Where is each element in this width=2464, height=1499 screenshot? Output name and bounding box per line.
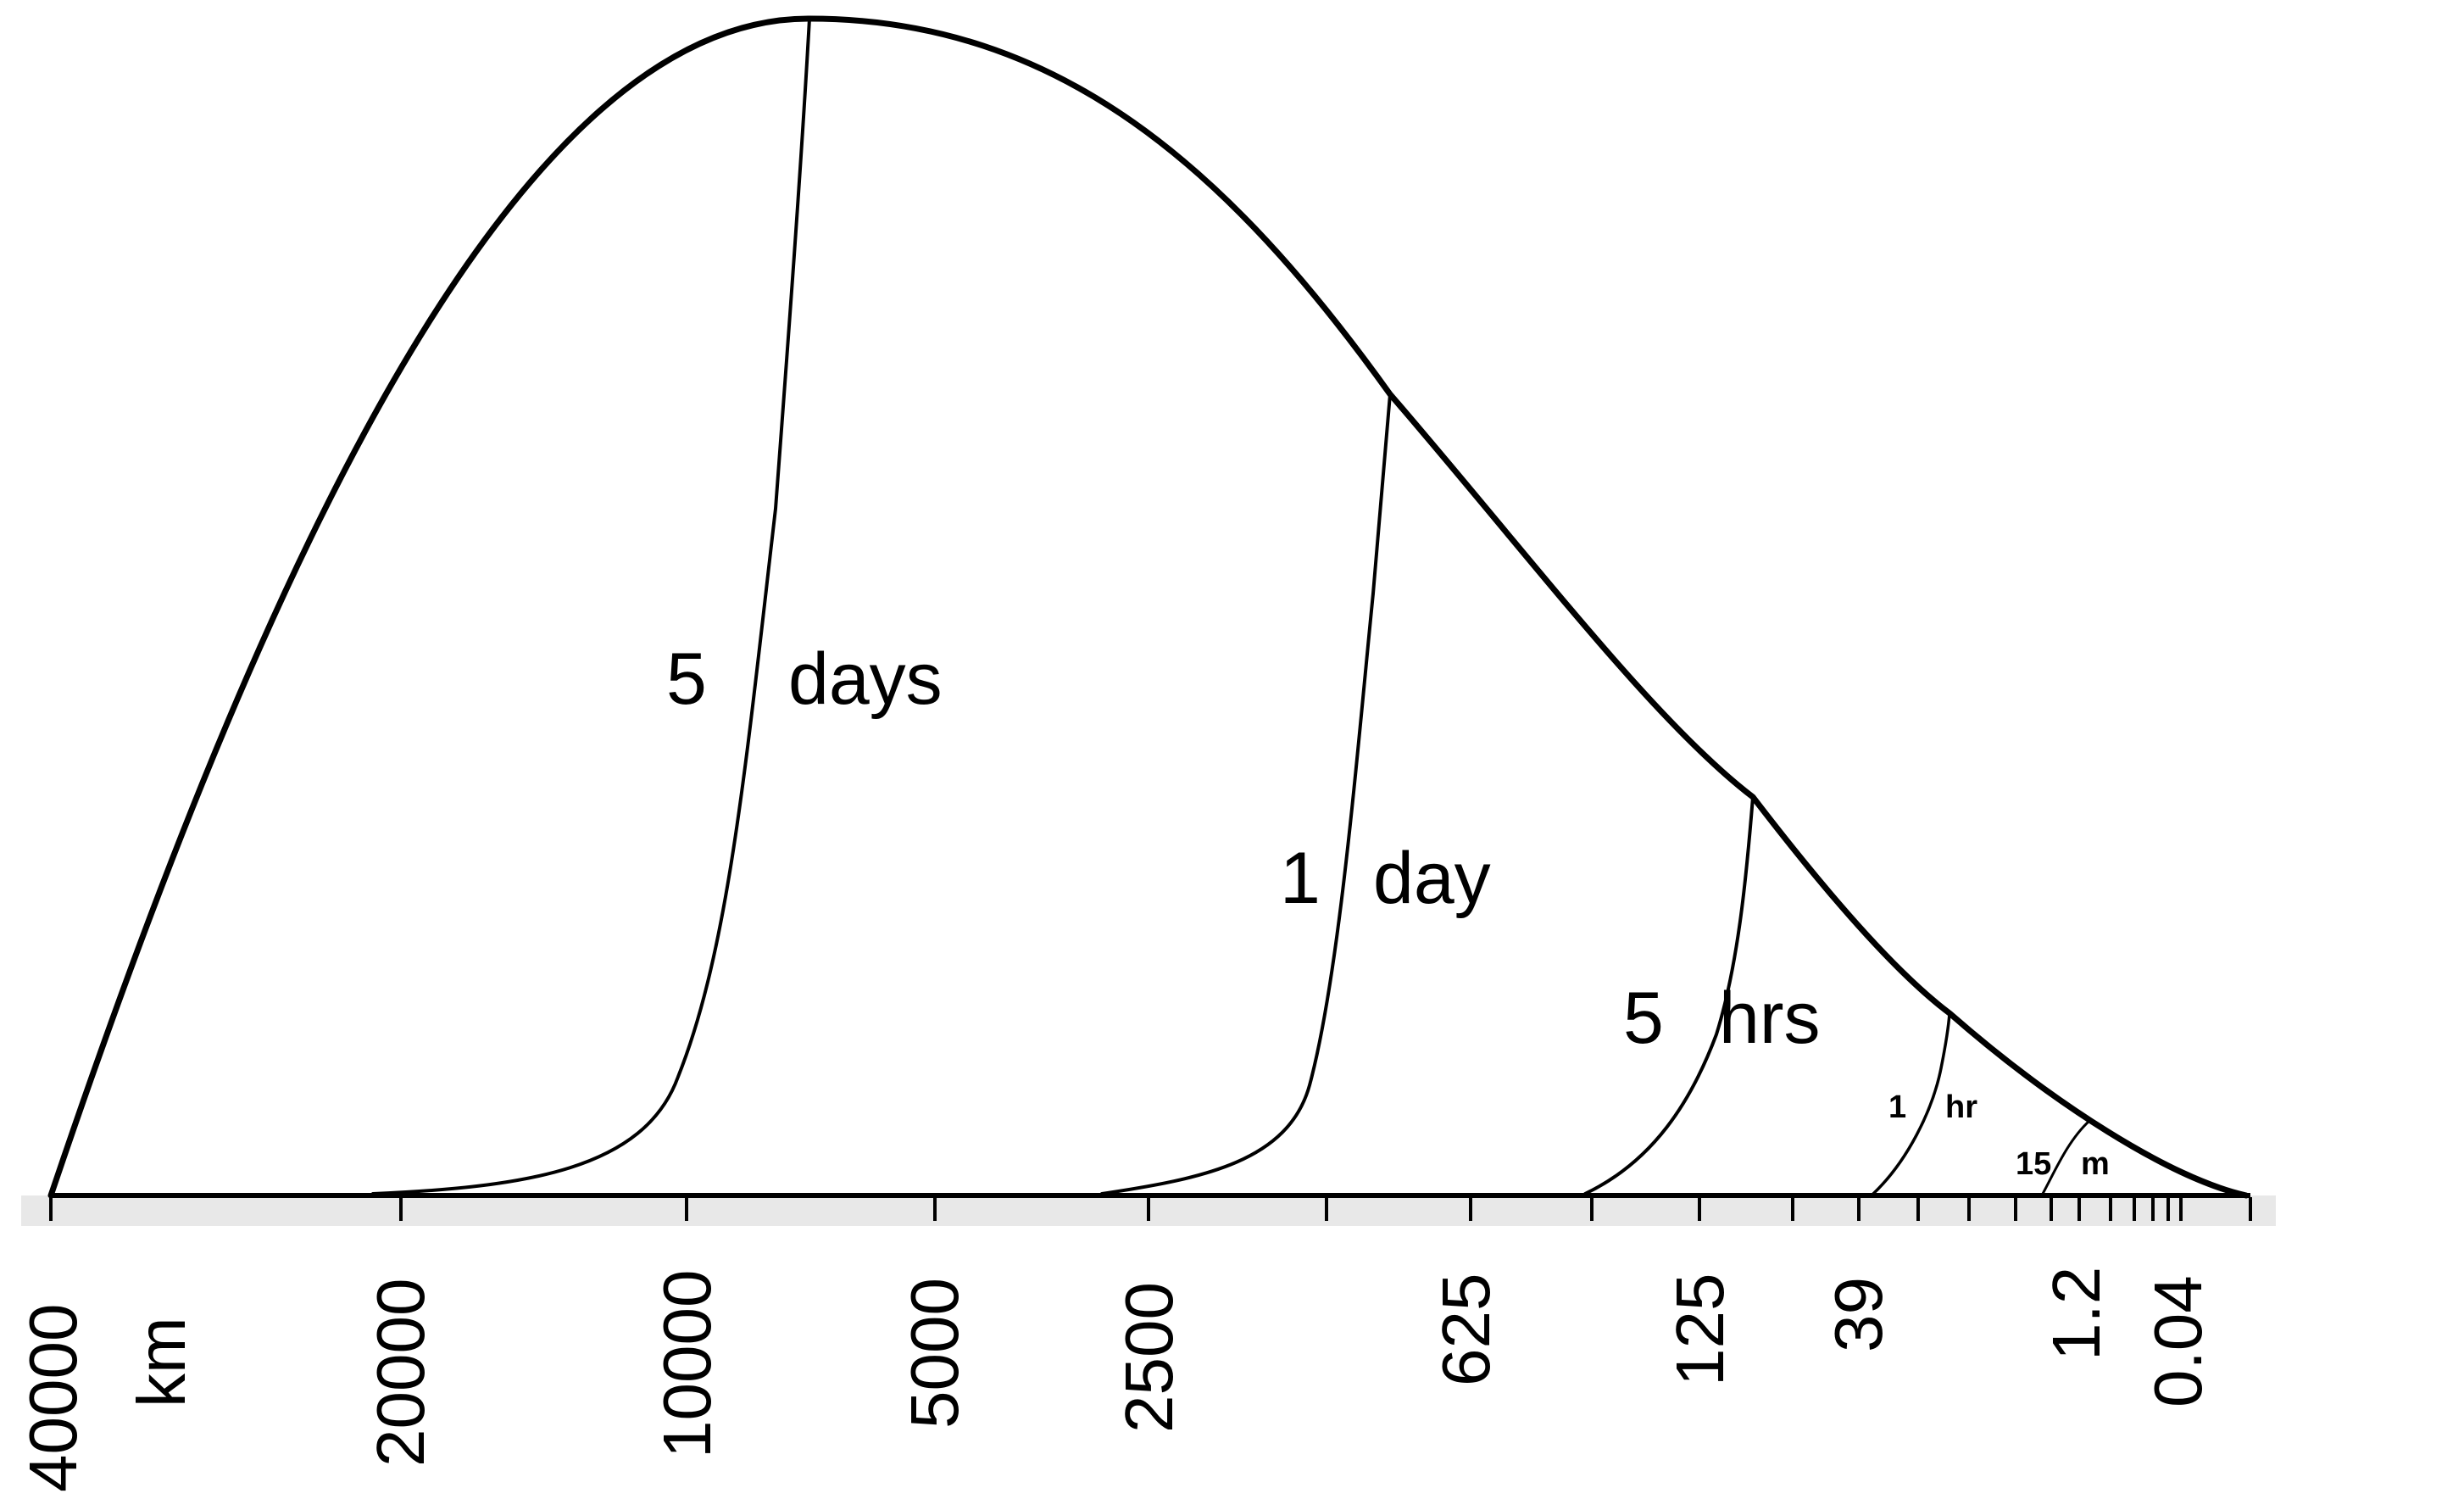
label-1-hr-unit: hr (1945, 1089, 1977, 1125)
isoline-5-hrs (1583, 795, 1755, 1195)
label-1-hr-num: 1 (1888, 1089, 1906, 1125)
tick-label-5000: 5000 (897, 1278, 972, 1429)
tick-label-39: 39 (1821, 1277, 1896, 1352)
x-axis-tick-labels: 40000 km 20000 10000 5000 2500 625 125 3… (15, 1267, 2216, 1492)
label-5-hrs-unit: hrs (1719, 978, 1820, 1059)
tick-label-20000: 20000 (363, 1279, 438, 1467)
label-5-days-num: 5 (666, 638, 707, 720)
tick-label-10000: 10000 (649, 1270, 725, 1458)
tick-label-1.2: 1.2 (2039, 1267, 2114, 1361)
isoline-5-days (371, 17, 811, 1195)
tick-label-0.04: 0.04 (2140, 1275, 2216, 1407)
label-1-day-num: 1 (1280, 838, 1321, 919)
label-15-m-num: 15 (2016, 1146, 2051, 1182)
tick-label-2500: 2500 (1111, 1282, 1187, 1433)
isoline-labels: 5 days 1 day 5 hrs 1 hr 15 m (666, 638, 2110, 1182)
label-1-day-unit: day (1373, 838, 1491, 919)
isoline-15-m (2041, 1119, 2091, 1195)
tick-label-40000: 40000 (15, 1304, 91, 1492)
x-axis-unit-label: km (124, 1317, 199, 1407)
isoline-1-hr (1872, 1011, 1951, 1195)
label-5-days-unit: days (788, 638, 943, 720)
label-15-m-unit: m (2081, 1146, 2110, 1182)
label-5-hrs-num: 5 (1623, 978, 1664, 1059)
isoline-1-day (1100, 393, 1392, 1195)
tick-label-125: 125 (1662, 1273, 1738, 1386)
tick-label-625: 625 (1428, 1273, 1504, 1386)
x-axis-ticks (49, 1197, 2252, 1221)
envelope-curve (47, 15, 2250, 1199)
